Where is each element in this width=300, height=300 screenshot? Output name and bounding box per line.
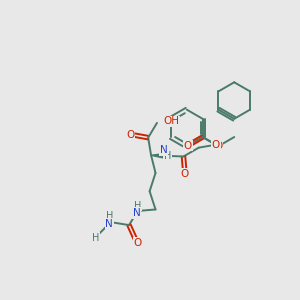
Text: O: O <box>181 169 189 178</box>
Text: H: H <box>92 233 99 243</box>
Text: N: N <box>105 219 113 229</box>
Text: H: H <box>106 211 113 221</box>
Text: H: H <box>164 151 171 161</box>
Text: O: O <box>126 130 135 140</box>
Text: O: O <box>184 141 192 151</box>
Text: N: N <box>133 208 140 218</box>
Polygon shape <box>151 153 166 158</box>
Text: N: N <box>160 145 168 155</box>
Text: O: O <box>214 141 223 151</box>
Text: O: O <box>212 140 220 150</box>
Text: H: H <box>134 201 142 211</box>
Text: OH: OH <box>164 116 179 126</box>
Text: O: O <box>134 238 142 248</box>
